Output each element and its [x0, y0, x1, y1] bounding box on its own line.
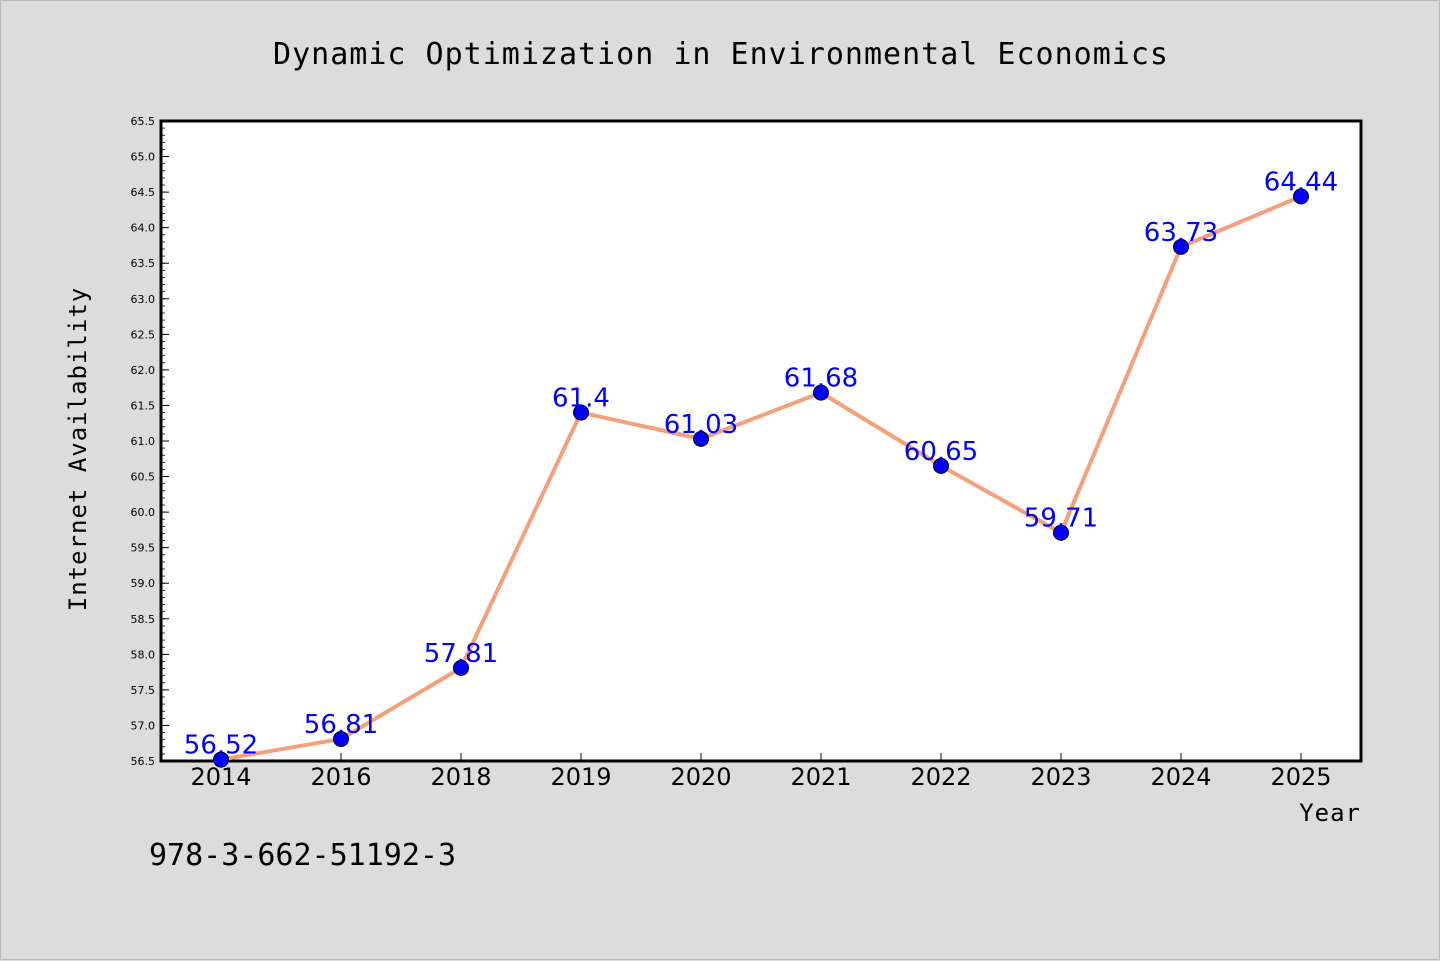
y-tick-label: 59.5 — [131, 542, 156, 555]
data-point — [1293, 188, 1309, 205]
y-axis-title: Internet Availability — [64, 287, 92, 611]
data-label: 61.03 — [664, 410, 738, 440]
data-label: 61.4 — [552, 384, 610, 414]
plot-area — [159, 119, 1363, 763]
data-label: 61.68 — [784, 364, 858, 394]
y-tick-label: 60.5 — [131, 471, 156, 484]
data-point — [333, 730, 349, 747]
y-tick-label: 64.0 — [131, 222, 156, 235]
data-point — [1053, 524, 1069, 541]
y-tick-label: 59.0 — [131, 577, 156, 590]
data-point — [813, 384, 829, 401]
data-point — [453, 659, 469, 676]
data-point — [1173, 238, 1189, 255]
y-tick-label: 58.5 — [131, 613, 156, 626]
y-tick-label: 64.5 — [131, 186, 156, 199]
y-tick-label: 61.0 — [131, 435, 156, 448]
y-tick-label: 60.0 — [131, 506, 156, 519]
data-point — [933, 457, 949, 474]
x-tick-label: 2019 — [550, 763, 611, 791]
x-tick-label: 2020 — [670, 763, 731, 791]
data-label: 60.65 — [904, 437, 978, 467]
data-label: 56.81 — [304, 710, 378, 740]
x-tick-label: 2014 — [190, 763, 251, 791]
x-tick-label: 2025 — [1270, 763, 1331, 791]
x-axis-title: Year — [1299, 799, 1361, 827]
y-tick-label: 65.0 — [131, 151, 156, 164]
data-point — [693, 430, 709, 447]
y-tick-label: 62.5 — [131, 328, 156, 341]
x-tick-label: 2024 — [1150, 763, 1211, 791]
y-tick-label: 63.0 — [131, 293, 156, 306]
series-line — [219, 194, 1303, 762]
data-label: 63.73 — [1144, 218, 1218, 248]
y-tick-label: 58.0 — [131, 648, 156, 661]
y-tick-label: 56.5 — [131, 755, 156, 768]
data-label: 57.81 — [424, 639, 498, 669]
y-tick-label: 65.5 — [131, 115, 156, 128]
x-tick-label: 2016 — [310, 763, 371, 791]
y-axis: 56.5 57.0 57.5 58.0 58.5 59.0 59.5 60.0 60.5 61.0… — [131, 115, 169, 768]
isbn-footer: 978-3-662-51192-3 — [149, 838, 456, 873]
x-axis: 2014 2016 2018 2019 2020 2021 2022 2023 2024 2025 — [190, 753, 1332, 791]
data-label: 64.44 — [1264, 167, 1338, 197]
data-point — [573, 404, 589, 421]
y-tick-label: 63.5 — [131, 257, 156, 270]
x-tick-label: 2022 — [910, 763, 971, 791]
y-tick-label: 57.5 — [131, 684, 156, 697]
x-tick-label: 2023 — [1030, 763, 1091, 791]
chart-title: Dynamic Optimization in Environmental Ec… — [273, 37, 1169, 72]
data-label: 59.71 — [1024, 504, 1098, 534]
y-tick-label: 62.0 — [131, 364, 156, 377]
y-tick-label: 61.5 — [131, 399, 156, 412]
y-tick-label: 57.0 — [131, 719, 156, 732]
data-label: 56.52 — [184, 731, 258, 761]
x-tick-label: 2018 — [430, 763, 491, 791]
data-point — [213, 751, 229, 768]
series-group: 56.52 56.81 57.81 61.4 61.03 61.68 60.65 59.71 6… — [184, 167, 1338, 768]
x-tick-label: 2021 — [790, 763, 851, 791]
